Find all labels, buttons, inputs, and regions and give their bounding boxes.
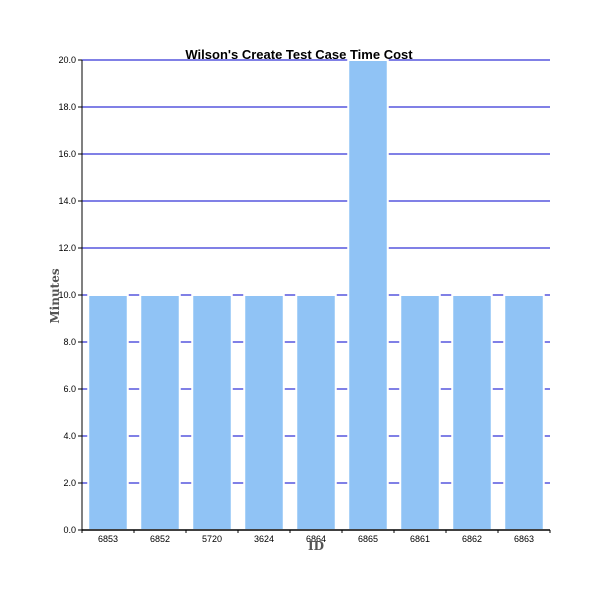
bar-5720 [191,294,233,531]
bar-6865 [347,59,389,531]
x-tick-label: 6864 [306,534,326,544]
bar-6861 [399,294,441,531]
bars [87,59,545,531]
bar-6863 [503,294,545,531]
x-tick-label: 5720 [202,534,222,544]
bar-6852 [139,294,181,531]
y-tick-label: 4.0 [63,431,76,441]
bar-6864 [295,294,337,531]
x-tick-label: 6853 [98,534,118,544]
bar-6853 [87,294,129,531]
x-tick-label: 6862 [462,534,482,544]
x-tick-labels: 6853 6852 5720 3624 6864 6865 6861 6862 6863 [81,530,551,544]
y-tick-label: 10.0 [58,290,76,300]
x-axis-label: ID [308,539,324,553]
y-tick-label: 0.0 [63,525,76,535]
y-tick-label: 16.0 [58,149,76,159]
x-tick-label: 6852 [150,534,170,544]
y-tick-label: 18.0 [58,102,76,112]
y-tick-labels: 0.0 2.0 4.0 6.0 8.0 10.0 12.0 14.0 16.0 18.0 20.0 [58,55,82,535]
y-tick-label: 2.0 [63,478,76,488]
y-tick-label: 12.0 [58,243,76,253]
y-tick-label: 14.0 [58,196,76,206]
y-axis-label: Minutes [48,268,62,323]
bar-6862 [451,294,493,531]
x-tick-label: 3624 [254,534,274,544]
y-tick-label: 20.0 [58,55,76,65]
y-tick-label: 8.0 [63,337,76,347]
x-tick-label: 6863 [514,534,534,544]
y-tick-label: 6.0 [63,384,76,394]
x-tick-label: 6865 [358,534,378,544]
bar-3624 [243,294,285,531]
chart-title: Wilson's Create Test Case Time Cost [185,47,413,62]
x-tick-label: 6861 [410,534,430,544]
